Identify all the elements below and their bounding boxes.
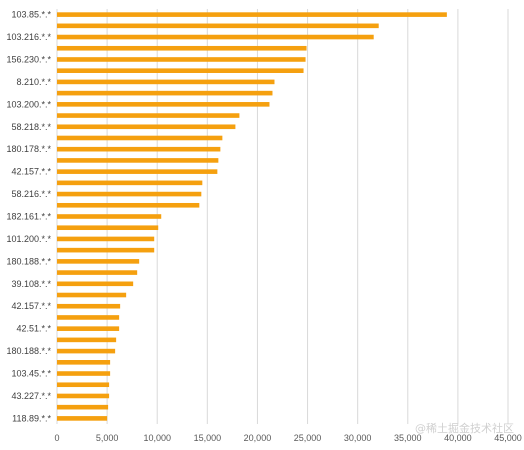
bar [57,169,218,174]
x-tick-label: 25,000 [294,433,322,443]
category-label: 101.200.*.* [6,234,51,244]
bar [57,382,110,388]
category-label: 103.200.*.* [6,99,51,109]
bar [57,393,110,399]
x-tick-label: 15,000 [194,433,222,443]
x-tick-label: 0 [54,433,59,443]
bar [57,146,221,152]
bar [57,281,134,287]
category-label: 103.85.*.* [11,10,51,20]
bar [57,158,219,163]
bars [57,12,447,421]
x-tick-label: 40,000 [444,433,472,443]
category-label: 43.227.*.* [11,391,51,401]
category-label: 182.161.*.* [6,212,51,222]
bar [57,214,162,219]
bar [57,90,273,96]
category-label: 8.210.*.* [16,77,51,87]
bar [57,12,447,17]
category-label: 58.216.*.* [11,189,51,199]
bar [57,135,223,141]
x-axis-tick-labels: 0 5,000 10,000 15,000 20,000 25,000 30,000 35,0… [54,433,521,443]
bar [57,113,240,118]
bar [57,247,155,253]
bar [57,180,203,186]
category-labels: 103.85.*.* 103.216.*.* 156.230.*.* 8.210.*.… [6,10,51,424]
bar [57,292,127,298]
bar [57,202,200,208]
bar [57,416,108,421]
bar [57,404,109,410]
category-label: 39.108.*.* [11,279,51,289]
watermark-text: @稀土掘金技术社区 [415,422,514,435]
category-label: 103.45.*.* [11,369,51,379]
bar [57,102,270,107]
x-tick-label: 5,000 [96,433,119,443]
bar [57,68,304,73]
x-tick-label: 20,000 [244,433,272,443]
category-label: 180.188.*.* [6,346,51,356]
x-tick-label: 30,000 [344,433,372,443]
x-tick-label: 35,000 [394,433,422,443]
category-label: 180.188.*.* [6,256,51,266]
bar [57,371,111,376]
bar [57,337,117,343]
bar [57,348,116,354]
category-label: 42.157.*.* [11,301,51,311]
category-label: 42.51.*.* [16,324,51,334]
bar [57,315,120,320]
bar [57,34,374,40]
bar [57,79,275,85]
bar [57,259,140,264]
category-label: 156.230.*.* [6,54,51,64]
bar [57,225,159,231]
category-label: 103.216.*.* [6,32,51,42]
bar [57,124,236,130]
bar [57,191,202,197]
gridlines [56,9,509,424]
category-label: 118.89.*.* [12,413,51,423]
bar [57,326,120,331]
bar [57,23,379,29]
bar [57,360,111,365]
x-tick-label: 10,000 [143,433,171,443]
bar [57,270,138,275]
bar [57,236,155,242]
bar [57,303,121,309]
category-label: 180.178.*.* [6,144,51,154]
bar [57,57,306,62]
bar [57,45,307,51]
x-tick-label: 45,000 [494,433,522,443]
category-label: 42.157.*.* [11,167,51,177]
category-label: 58.218.*.* [11,122,51,132]
